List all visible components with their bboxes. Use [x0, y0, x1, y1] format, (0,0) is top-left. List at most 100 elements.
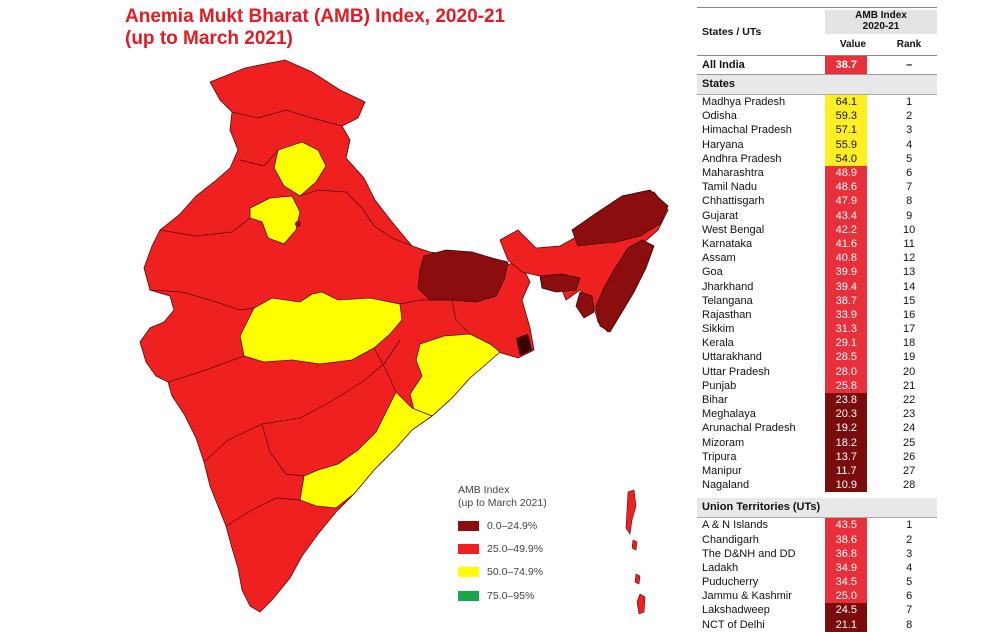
row-value: 48.6 [825, 180, 868, 195]
table-row: Tamil Nadu 48.6 7 [697, 180, 937, 195]
table-row: NCT of Delhi 21.1 8 [697, 617, 937, 632]
map-title-line2: (up to March 2021) [125, 28, 293, 49]
table-row: Uttar Pradesh 28.0 20 [697, 364, 937, 379]
row-rank: 6 [906, 167, 913, 180]
region-odisha [409, 333, 501, 417]
map-title: Anemia Mukt Bharat (AMB) Index, 2020-21 … [125, 6, 505, 50]
row-name: The D&NH and DD [702, 547, 796, 560]
row-value: 21.1 [825, 617, 868, 632]
header-index: AMB Index 2020-21 [825, 10, 937, 34]
row-value: 28.0 [825, 364, 868, 379]
row-rank: 12 [903, 252, 916, 265]
row-name: Maharashtra [702, 167, 764, 180]
row-value: 64.1 [825, 95, 868, 110]
row-value: 23.8 [825, 392, 868, 408]
row-value: 29.1 [825, 336, 868, 351]
row-rank: 5 [906, 152, 913, 165]
region-coast-dark [516, 334, 532, 356]
row-value: 43.5 [825, 518, 868, 533]
table-row: Rajasthan 33.9 16 [697, 307, 937, 322]
table-row: Chhattisgarh 47.9 8 [697, 194, 937, 209]
all-india-rank: – [906, 59, 913, 71]
row-value: 25.0 [825, 589, 868, 604]
row-name: Lakshadweep [702, 604, 770, 617]
row-value: 25.8 [825, 378, 868, 393]
row-value: 24.5 [825, 603, 868, 618]
table-row: Andhra Pradesh 54.0 5 [697, 151, 937, 166]
border-line [451, 299, 471, 335]
row-name: Karnataka [702, 237, 753, 250]
table-row: Meghalaya 20.3 23 [697, 407, 937, 422]
header-rank: Rank [896, 39, 922, 50]
row-value: 34.9 [825, 560, 868, 575]
header-states: States / UTs [702, 26, 762, 38]
border-line [149, 289, 255, 311]
row-name: Uttar Pradesh [702, 365, 770, 378]
row-rank: 21 [903, 379, 916, 392]
table-row: Nagaland 10.9 28 [697, 478, 937, 493]
table-row: Uttarakhand 28.5 19 [697, 350, 937, 365]
row-value: 10.9 [825, 478, 868, 493]
table-row: Chandigarh 38.6 2 [697, 532, 937, 547]
row-all-india: All India 38.7 – [697, 56, 937, 75]
table-row: Goa 39.9 13 [697, 265, 937, 280]
row-name: Sikkim [702, 323, 735, 336]
row-name: Tamil Nadu [702, 181, 758, 194]
island-shape [636, 593, 646, 615]
row-rank: 4 [906, 138, 913, 151]
row-rank: 7 [906, 604, 913, 617]
border-line [159, 217, 251, 237]
row-name: Kerala [702, 337, 734, 350]
table-row: Manipur 11.7 27 [697, 463, 937, 479]
region-arunachal [571, 189, 669, 247]
legend-label: 50.0–74.9% [487, 566, 544, 579]
table-row: Tripura 13.7 26 [697, 449, 937, 464]
row-rank: 4 [906, 561, 913, 574]
row-name: Arunachal Pradesh [702, 422, 796, 435]
region-andhra-pradesh [299, 391, 433, 509]
table-row: Bihar 23.8 22 [697, 392, 937, 408]
border-line [239, 149, 279, 167]
row-rank: 11 [903, 237, 915, 250]
row-value: 33.9 [825, 307, 868, 322]
india-map [139, 59, 669, 615]
border-line [167, 355, 245, 383]
legend-item: 0.0–24.9% [458, 519, 547, 533]
state-borders [149, 109, 471, 527]
table-row: Jammu & Kashmir 25.0 6 [697, 589, 937, 604]
row-name: Goa [702, 266, 723, 279]
legend-item: 50.0–74.9% [458, 565, 547, 579]
row-rank: 5 [906, 576, 913, 589]
row-value: 20.3 [825, 407, 868, 422]
row-value: 43.4 [825, 208, 868, 223]
row-rank: 15 [903, 294, 916, 307]
legend-label: 25.0–49.9% [487, 543, 544, 556]
row-rank: 20 [903, 365, 916, 378]
row-value: 41.6 [825, 236, 868, 252]
row-name: Bihar [702, 394, 728, 407]
table-row: Haryana 55.9 4 [697, 137, 937, 152]
row-name: Telangana [702, 294, 753, 307]
table-row: Kerala 29.1 18 [697, 336, 937, 351]
row-value: 28.5 [825, 350, 868, 365]
border-line [231, 109, 343, 127]
header-index-line2: 2020-21 [862, 21, 900, 32]
section-uts: Union Territories (UTs) [697, 498, 937, 519]
row-rank: 17 [903, 323, 916, 336]
region-nagaland-manipur [595, 239, 655, 333]
uts-rows: A & N Islands 43.5 1 Chandigarh 38.6 2 The D&N… [697, 518, 937, 632]
row-name: Rajasthan [702, 308, 752, 321]
table-row: Maharashtra 48.9 6 [697, 165, 937, 181]
row-rank: 19 [903, 351, 916, 364]
table-row: Punjab 25.8 21 [697, 378, 937, 393]
map-title-line1: Anemia Mukt Bharat (AMB) Index, 2020-21 [125, 6, 506, 27]
legend-item: 75.0–95% [458, 589, 547, 603]
legend-items: 0.0–24.9% 25.0–49.9% 50.0–74.9% 75.0–95% [458, 519, 547, 603]
legend-subtitle: (up to March 2021) [458, 497, 547, 509]
row-name: Himachal Pradesh [702, 124, 792, 137]
row-name: Puducherry [702, 576, 759, 589]
row-value: 39.4 [825, 279, 868, 294]
legend-swatch [458, 544, 479, 555]
row-value: 36.8 [825, 546, 868, 561]
island-shape [634, 573, 641, 585]
